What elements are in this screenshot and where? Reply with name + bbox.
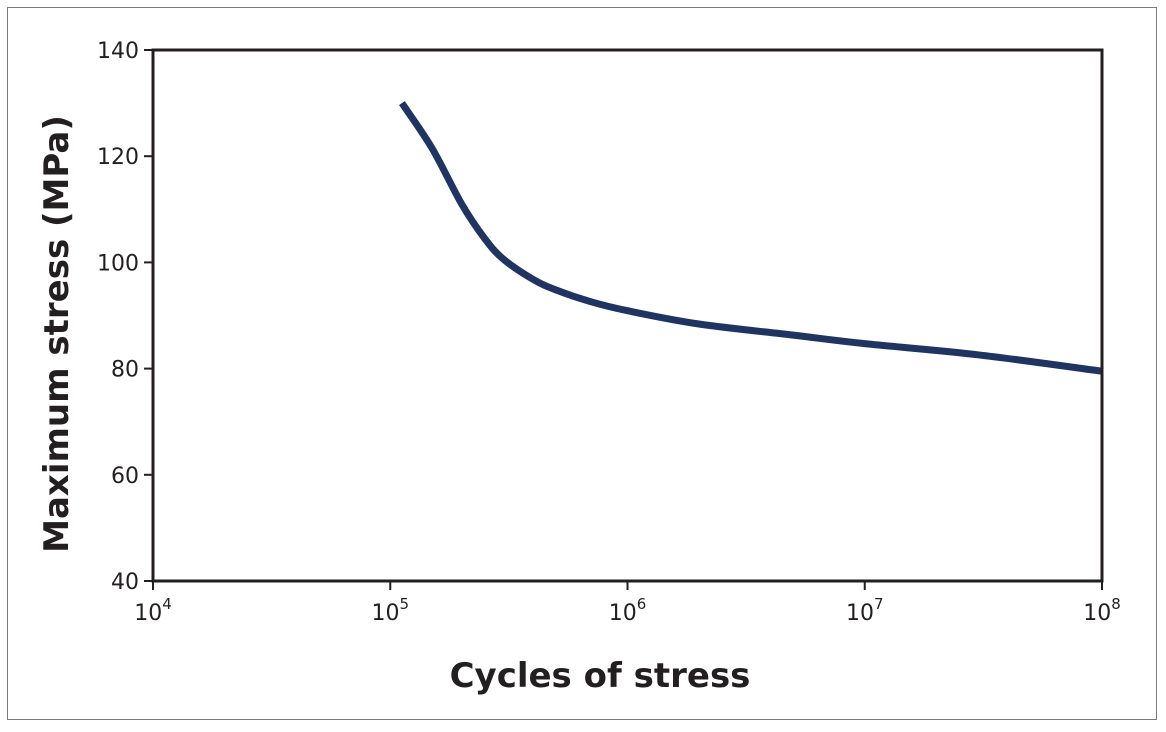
x-tick-exponent: 8 bbox=[1111, 595, 1121, 613]
y-axis-title: Maximum stress (MPa) bbox=[37, 115, 77, 553]
y-tick-label: 80 bbox=[111, 358, 139, 383]
x-tick-base: 10 bbox=[846, 601, 874, 626]
y-axis-ticks: 40 60 80 100 120 140 bbox=[97, 39, 153, 595]
x-axis-ticks: 104 105 106 107 108 bbox=[134, 581, 1121, 626]
x-tick-label: 107 bbox=[846, 595, 884, 626]
series-line bbox=[399, 101, 1103, 375]
y-tick-label: 120 bbox=[97, 145, 139, 170]
x-tick-base: 10 bbox=[371, 601, 399, 626]
x-axis-title: Cycles of stress bbox=[450, 656, 751, 696]
x-tick-exponent: 6 bbox=[637, 595, 647, 613]
y-tick-label: 40 bbox=[111, 570, 139, 595]
x-tick-base: 10 bbox=[609, 601, 637, 626]
x-tick-label: 104 bbox=[134, 595, 172, 626]
chart-frame bbox=[7, 7, 1157, 720]
x-tick-base: 10 bbox=[134, 601, 162, 626]
x-tick-base: 10 bbox=[1083, 601, 1111, 626]
plot-area-border bbox=[151, 48, 1104, 583]
x-tick-label: 108 bbox=[1083, 595, 1121, 626]
x-tick-exponent: 5 bbox=[399, 595, 409, 613]
x-tick-exponent: 7 bbox=[874, 595, 884, 613]
y-tick-label: 100 bbox=[97, 251, 139, 276]
x-tick-label: 106 bbox=[609, 595, 647, 626]
x-tick-exponent: 4 bbox=[162, 595, 172, 613]
y-tick-label: 60 bbox=[111, 464, 139, 489]
x-tick-label: 105 bbox=[371, 595, 409, 626]
y-tick-label: 140 bbox=[97, 39, 139, 64]
series-layer bbox=[399, 101, 1103, 375]
